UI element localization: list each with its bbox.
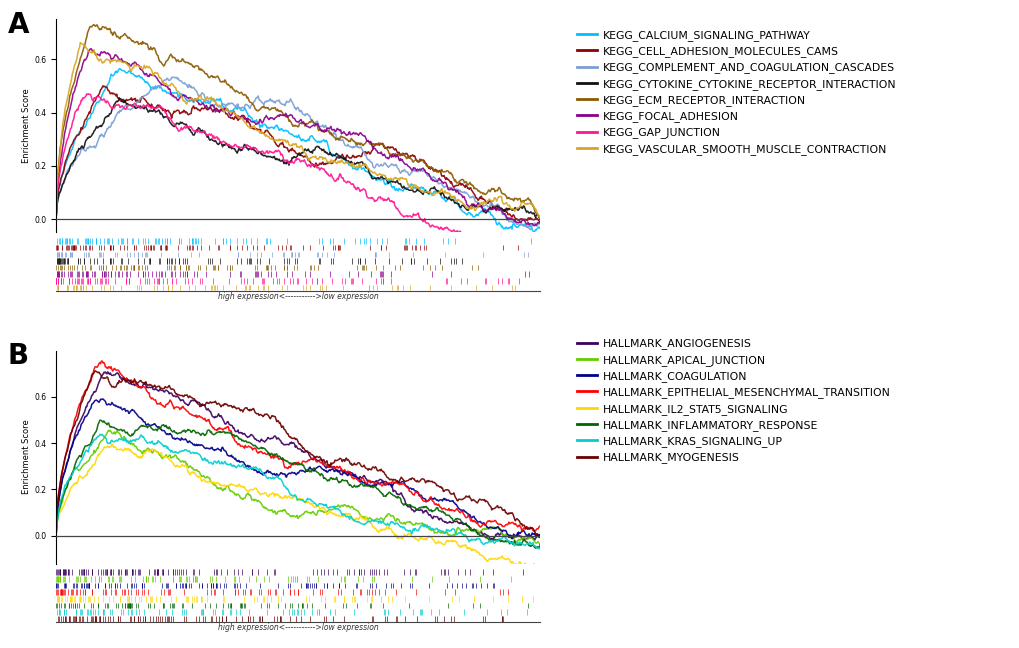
Legend: KEGG_CALCIUM_SIGNALING_PATHWAY, KEGG_CELL_ADHESION_MOLECULES_CAMS, KEGG_COMPLEME: KEGG_CALCIUM_SIGNALING_PATHWAY, KEGG_CEL… [573, 25, 900, 159]
Y-axis label: Enrichment Score: Enrichment Score [22, 89, 32, 163]
Legend: HALLMARK_ANGIOGENESIS, HALLMARK_APICAL_JUNCTION, HALLMARK_COAGULATION, HALLMARK_: HALLMARK_ANGIOGENESIS, HALLMARK_APICAL_J… [573, 334, 895, 468]
X-axis label: high expression<----------->low expression: high expression<----------->low expressi… [218, 292, 378, 301]
Y-axis label: Enrichment Score: Enrichment Score [22, 420, 32, 494]
Text: B: B [8, 342, 29, 370]
X-axis label: high expression<----------->low expression: high expression<----------->low expressi… [218, 623, 378, 632]
Text: A: A [8, 11, 30, 39]
